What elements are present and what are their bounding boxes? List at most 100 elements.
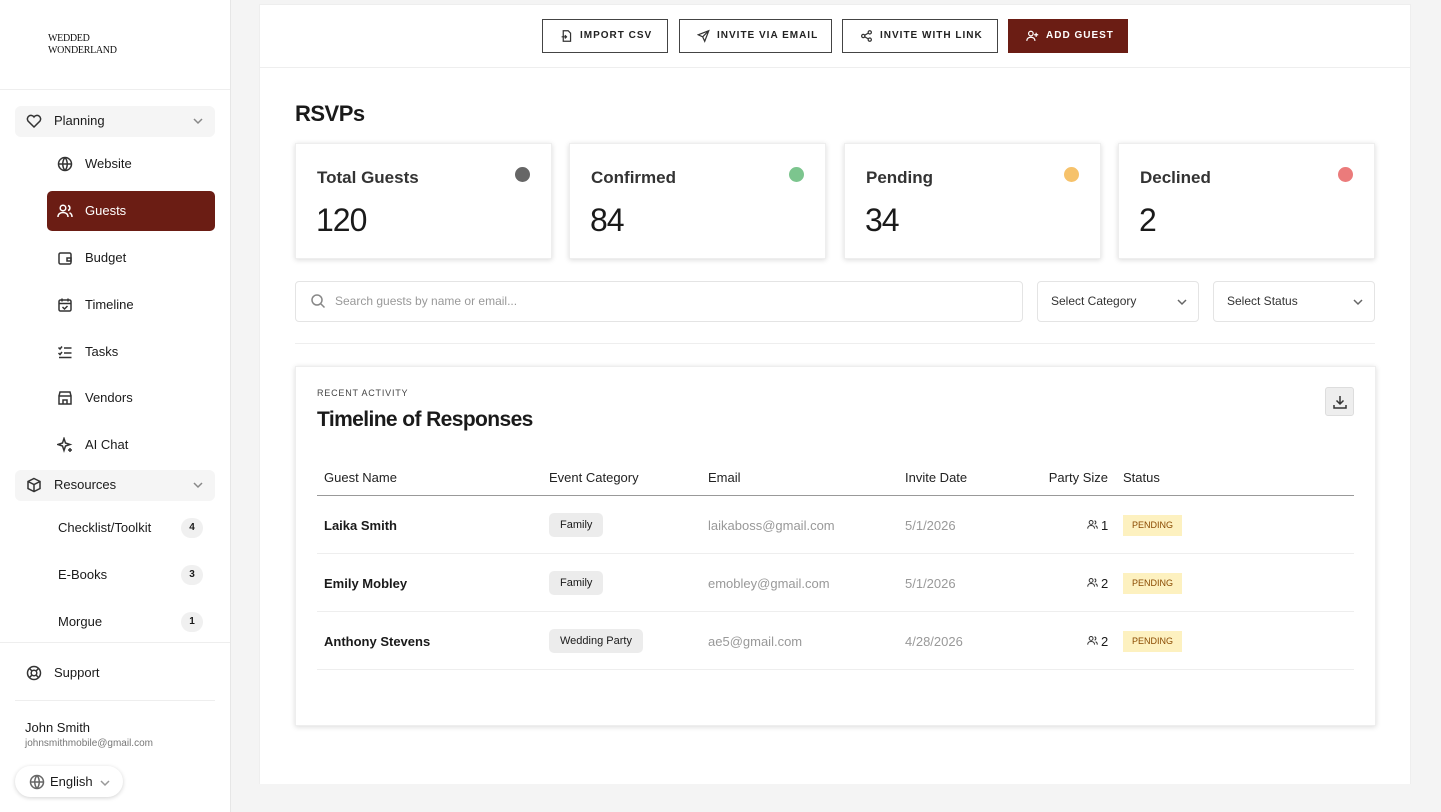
icon bbox=[1026, 30, 1039, 41]
sidebar-divider bbox=[15, 700, 215, 701]
icon bbox=[57, 346, 72, 359]
guest-email: emobley@gmail.com bbox=[708, 576, 830, 591]
filter-label[interactable]: Select Category bbox=[1051, 294, 1137, 308]
icon bbox=[27, 477, 41, 493]
toolbar-button[interactable] bbox=[842, 19, 998, 53]
stat-label: Pending bbox=[866, 168, 934, 187]
stat-value: 34 bbox=[865, 202, 900, 238]
support-link[interactable]: Support bbox=[54, 665, 100, 680]
party-size: 1 bbox=[1101, 518, 1109, 533]
nav-item[interactable]: Vendors bbox=[85, 390, 133, 405]
button-label[interactable]: INVITE VIA EMAIL bbox=[717, 30, 819, 41]
resource-item[interactable]: Checklist/Toolkit bbox=[58, 520, 152, 535]
invite-date: 5/1/2026 bbox=[905, 518, 956, 533]
column-header: Email bbox=[708, 470, 741, 485]
stat-value: 84 bbox=[590, 202, 625, 238]
row-rule bbox=[317, 669, 1354, 670]
filter-label[interactable]: Select Status bbox=[1227, 294, 1298, 308]
row-rule bbox=[317, 553, 1354, 554]
icon bbox=[561, 30, 572, 42]
filter-select[interactable] bbox=[1037, 281, 1199, 322]
nav-item[interactable]: AI Chat bbox=[85, 437, 129, 452]
page-title: RSVPs bbox=[295, 101, 365, 126]
count-badge: 1 bbox=[181, 612, 203, 632]
section-label[interactable]: Planning bbox=[54, 113, 105, 128]
toolbar-divider bbox=[259, 67, 1411, 68]
category-pill: Family bbox=[549, 571, 604, 595]
toolbar-button[interactable] bbox=[1008, 19, 1128, 53]
icon bbox=[1087, 635, 1098, 645]
section-title: Timeline of Responses bbox=[317, 408, 533, 431]
stat-value: 2 bbox=[1139, 202, 1157, 238]
nav-item[interactable]: Tasks bbox=[85, 344, 119, 359]
nav-active[interactable] bbox=[47, 191, 215, 231]
guest-email: laikaboss@gmail.com bbox=[708, 518, 835, 533]
status-badge: PENDING bbox=[1123, 515, 1183, 536]
toolbar-button[interactable] bbox=[679, 19, 832, 53]
status-badge: PENDING bbox=[1123, 631, 1183, 652]
search-input[interactable] bbox=[295, 281, 1023, 322]
icon bbox=[1087, 519, 1098, 529]
sidebar-divider bbox=[0, 642, 230, 643]
category-pill: Family bbox=[549, 513, 604, 537]
guest-email: ae5@gmail.com bbox=[708, 634, 803, 649]
stat-value: 120 bbox=[316, 202, 367, 238]
nav-item[interactable]: Timeline bbox=[85, 297, 134, 312]
party-size: 2 bbox=[1101, 634, 1109, 649]
icon bbox=[1353, 299, 1363, 306]
category-pill: Wedding Party bbox=[549, 629, 643, 653]
header-rule bbox=[317, 495, 1354, 496]
button-label[interactable]: IMPORT CSV bbox=[580, 30, 653, 41]
icon bbox=[311, 294, 326, 309]
status-dot bbox=[1338, 167, 1353, 182]
icon bbox=[100, 780, 110, 787]
icon bbox=[193, 118, 203, 125]
count-badge: 4 bbox=[181, 518, 203, 538]
guest-name: Laika Smith bbox=[324, 518, 397, 533]
stat-label: Confirmed bbox=[591, 168, 676, 187]
nav-item[interactable]: Website bbox=[85, 156, 132, 171]
icon bbox=[861, 30, 872, 42]
count-badge: 3 bbox=[181, 565, 203, 585]
icon bbox=[1177, 299, 1187, 306]
icon bbox=[193, 482, 203, 489]
user-email: johnsmithmobile@gmail.com bbox=[25, 738, 153, 749]
filter-select[interactable] bbox=[1213, 281, 1375, 322]
language-label[interactable]: English bbox=[50, 774, 93, 789]
stat-card bbox=[295, 143, 552, 259]
stat-label: Total Guests bbox=[317, 168, 419, 187]
resource-item[interactable]: E-Books bbox=[58, 567, 108, 582]
row-rule bbox=[317, 611, 1354, 612]
section-header[interactable] bbox=[15, 106, 215, 137]
column-header: Status bbox=[1123, 470, 1160, 485]
activity-card bbox=[295, 366, 1376, 726]
icon bbox=[57, 437, 73, 453]
icon bbox=[29, 774, 45, 790]
status-badge: PENDING bbox=[1123, 573, 1183, 594]
section-label[interactable]: Resources bbox=[54, 477, 117, 492]
guest-name: Emily Mobley bbox=[324, 576, 408, 591]
button-label[interactable]: ADD GUEST bbox=[1046, 30, 1114, 41]
status-dot bbox=[789, 167, 804, 182]
party-size: 2 bbox=[1101, 576, 1109, 591]
column-header: Party Size bbox=[1048, 470, 1108, 485]
resource-item[interactable]: Morgue bbox=[58, 614, 103, 629]
stat-card bbox=[569, 143, 826, 259]
section-header[interactable] bbox=[15, 470, 215, 501]
nav-item[interactable]: Budget bbox=[85, 250, 127, 265]
icon bbox=[57, 204, 73, 218]
button-label[interactable]: INVITE WITH LINK bbox=[880, 30, 983, 41]
stat-card bbox=[1118, 143, 1375, 259]
icon bbox=[1087, 577, 1098, 587]
nav-item[interactable]: Guests bbox=[85, 203, 127, 218]
column-header: Event Category bbox=[549, 470, 639, 485]
stat-label: Declined bbox=[1140, 168, 1211, 187]
column-header: Invite Date bbox=[905, 470, 968, 485]
status-dot bbox=[1064, 167, 1079, 182]
divider bbox=[295, 343, 1375, 344]
sidebar-divider bbox=[0, 89, 230, 90]
icon bbox=[58, 391, 72, 405]
user-name: John Smith bbox=[25, 720, 91, 735]
guest-name: Anthony Stevens bbox=[324, 634, 431, 649]
